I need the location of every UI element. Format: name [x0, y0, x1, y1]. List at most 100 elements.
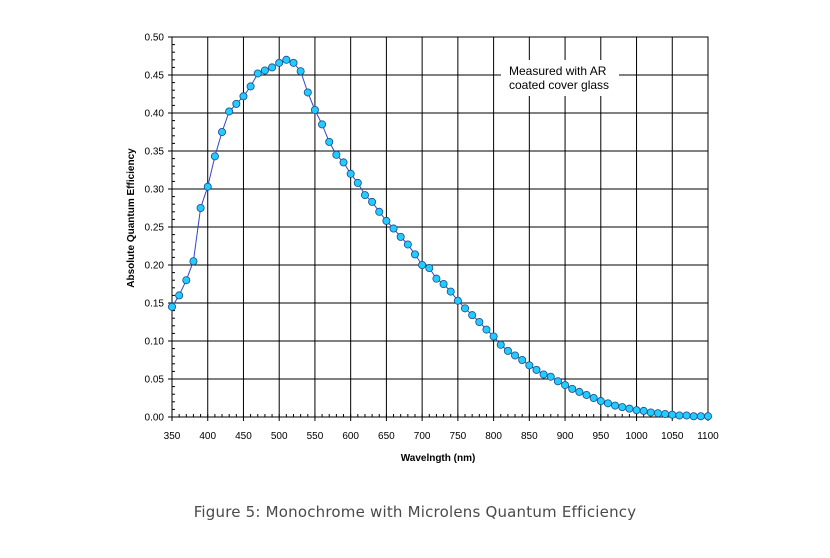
- data-point: [203, 182, 212, 191]
- data-point: [468, 311, 477, 320]
- y-tick-labels: 0.00 0.05 0.10 0.15 0.20 0.25 0.30 0.35 0.40 0.45…: [145, 33, 165, 424]
- data-point: [582, 390, 591, 399]
- annotation-box: Measured with AR coated cover glass: [501, 60, 619, 96]
- series-markers: [167, 55, 713, 421]
- data-point: [332, 150, 341, 159]
- data-point: [704, 412, 713, 421]
- y-tick-label: 0.35: [145, 147, 165, 158]
- x-tick-label: 950: [592, 431, 609, 442]
- data-point: [496, 340, 505, 349]
- figure-caption: Figure 5: Monochrome with Microlens Quan…: [193, 503, 637, 521]
- y-tick-label: 0.40: [145, 109, 165, 120]
- y-axis-title: Absolute Quantum Efficiency: [126, 148, 137, 288]
- x-tick-label: 350: [164, 431, 181, 442]
- data-point: [632, 406, 641, 415]
- data-point: [382, 216, 391, 225]
- data-point: [561, 381, 570, 390]
- data-point: [618, 403, 627, 412]
- data-point: [646, 408, 655, 417]
- x-tick-label: 750: [450, 431, 467, 442]
- data-point: [239, 92, 248, 101]
- data-point: [432, 274, 441, 283]
- data-point: [218, 127, 227, 136]
- data-point: [668, 410, 677, 419]
- data-point: [368, 197, 377, 206]
- data-point: [289, 58, 298, 67]
- data-point: [589, 393, 598, 402]
- data-point: [403, 240, 412, 249]
- data-point: [539, 370, 548, 379]
- data-point: [232, 99, 241, 108]
- data-point: [675, 411, 684, 420]
- y-tick-label: 0.10: [145, 337, 165, 348]
- y-tick-label: 0.05: [145, 375, 165, 386]
- x-tick-label: 1000: [625, 431, 648, 442]
- y-tick-label: 0.45: [145, 71, 165, 82]
- x-tick-label: 500: [271, 431, 288, 442]
- data-point: [439, 279, 448, 288]
- data-point: [167, 302, 176, 311]
- x-tick-label: 800: [485, 431, 502, 442]
- data-point: [682, 411, 691, 420]
- data-point: [346, 169, 355, 178]
- data-point: [225, 107, 234, 116]
- annotation-line-1: Measured with AR: [509, 64, 607, 78]
- data-point: [446, 287, 455, 296]
- x-tick-label: 450: [235, 431, 252, 442]
- data-point: [275, 58, 284, 67]
- x-axis-title: Wavelngth (nm): [401, 453, 476, 464]
- x-tick-label: 650: [378, 431, 395, 442]
- data-point: [303, 88, 312, 97]
- data-point: [410, 250, 419, 259]
- data-point: [653, 409, 662, 418]
- data-point: [546, 372, 555, 381]
- y-tick-label: 0.20: [145, 261, 165, 272]
- data-point: [189, 257, 198, 266]
- data-point: [282, 55, 291, 64]
- y-tick-label: 0.15: [145, 299, 165, 310]
- x-tick-label: 600: [342, 431, 359, 442]
- data-point: [553, 377, 562, 386]
- x-tick-label: 400: [199, 431, 216, 442]
- y-tick-label: 0.25: [145, 223, 165, 234]
- data-point: [210, 152, 219, 161]
- x-tick-label: 1050: [661, 431, 684, 442]
- data-point: [461, 304, 470, 313]
- data-point: [360, 191, 369, 200]
- data-point: [339, 158, 348, 167]
- data-point: [575, 387, 584, 396]
- data-point: [475, 317, 484, 326]
- x-tick-label: 700: [414, 431, 431, 442]
- data-point: [253, 69, 262, 78]
- annotation-line-2: coated cover glass: [509, 78, 609, 92]
- data-point: [325, 137, 334, 146]
- plot-frame: [171, 36, 709, 418]
- data-point: [518, 355, 527, 364]
- x-tick-label: 850: [521, 431, 538, 442]
- data-point: [453, 296, 462, 305]
- data-point: [625, 404, 634, 413]
- data-point: [503, 346, 512, 355]
- data-point: [689, 412, 698, 421]
- data-point: [696, 412, 705, 421]
- data-point: [596, 397, 605, 406]
- data-point: [196, 203, 205, 212]
- y-tick-label: 0.50: [145, 33, 165, 44]
- chart: 350 400 450 500 550 600 650 700 750 800 850 900 950 1…: [126, 33, 719, 465]
- data-point: [511, 351, 520, 360]
- data-point: [603, 399, 612, 408]
- data-point: [375, 207, 384, 216]
- y-tick-label: 0.30: [145, 185, 165, 196]
- data-point: [318, 120, 327, 129]
- x-tick-label: 900: [557, 431, 574, 442]
- data-point: [661, 409, 670, 418]
- x-tick-label: 550: [307, 431, 324, 442]
- data-point: [568, 384, 577, 393]
- data-point: [418, 260, 427, 269]
- data-point: [639, 406, 648, 415]
- x-tick-label: 1100: [697, 431, 719, 442]
- data-point: [353, 178, 362, 187]
- data-point: [482, 325, 491, 334]
- data-point: [489, 332, 498, 341]
- data-point: [246, 82, 255, 91]
